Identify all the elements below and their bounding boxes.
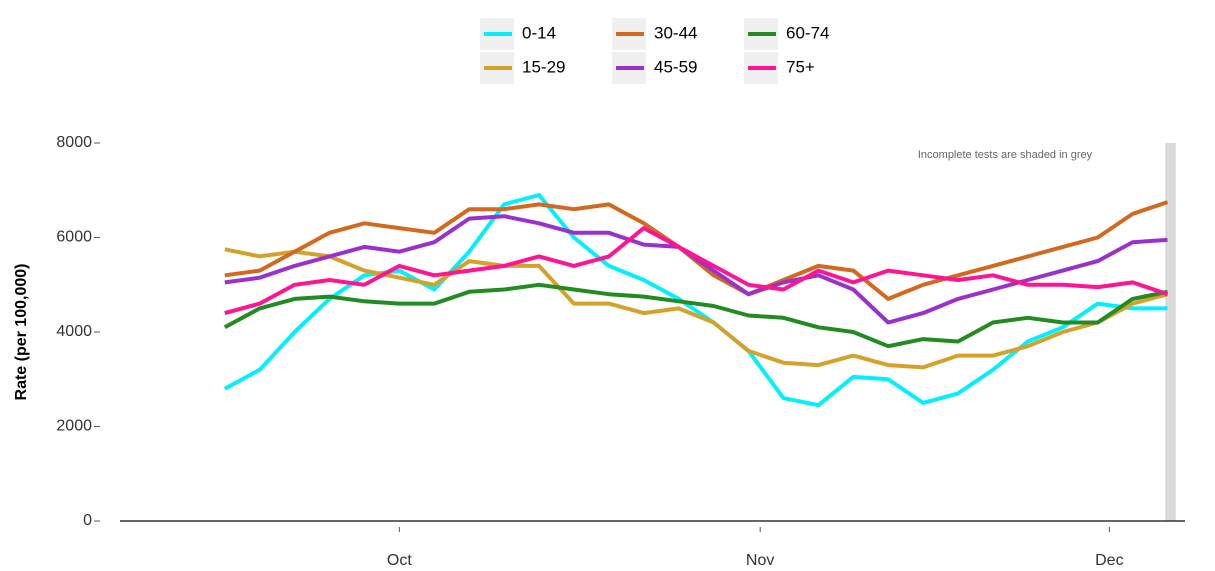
shaded-region (1165, 143, 1176, 521)
legend-label: 45-59 (654, 57, 697, 76)
y-axis-label: Rate (per 100,000) (13, 264, 30, 401)
series-line (224, 226, 1169, 316)
annotation: Incomplete tests are shaded in grey (918, 149, 1093, 161)
y-tick-label: 8000 (56, 134, 92, 151)
x-tick-label: Oct (387, 552, 412, 569)
y-tick-label: 0 (83, 512, 92, 529)
legend-label: 0-14 (522, 23, 556, 42)
y-tick-label: 4000 (56, 323, 92, 340)
series-line (223, 282, 1168, 349)
legend-label: 60-74 (786, 23, 829, 42)
x-tick-label: Dec (1095, 552, 1123, 569)
legend-label: 75+ (786, 57, 815, 76)
y-tick-label: 2000 (56, 418, 92, 435)
series-line (224, 214, 1168, 325)
y-tick-label: 6000 (56, 229, 92, 246)
legend-label: 30-44 (654, 23, 697, 42)
x-tick-label: Nov (746, 552, 774, 569)
legend-label: 15-29 (522, 57, 565, 76)
